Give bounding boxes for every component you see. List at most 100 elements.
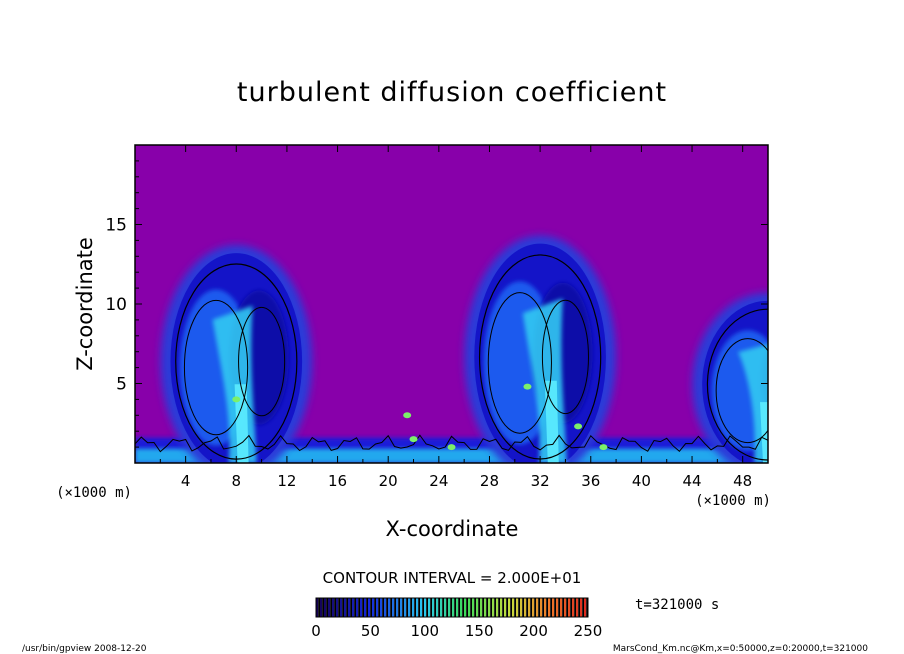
- high-value-patch: [232, 396, 241, 403]
- colorbar-separator: [558, 598, 560, 617]
- contour-line: [715, 338, 768, 444]
- colorbar-tick-label: 100: [410, 622, 439, 640]
- colorbar-swatch: [460, 598, 463, 617]
- colorbar-swatch: [536, 598, 539, 617]
- colorbar-separator: [506, 598, 508, 617]
- colorbar-swatch: [456, 598, 459, 617]
- colorbar-separator: [494, 598, 496, 617]
- plume-core-center: [760, 402, 768, 463]
- colorbar-separator: [446, 598, 448, 617]
- colorbar-separator: [526, 598, 528, 617]
- colorbar-separator: [338, 598, 340, 617]
- plume-core-center: [234, 384, 249, 463]
- colorbar-separator: [350, 598, 352, 617]
- colorbar-separator: [426, 598, 428, 617]
- colorbar-separator: [430, 598, 432, 617]
- colorbar-separator: [554, 598, 556, 617]
- colorbar-swatch: [496, 598, 499, 617]
- colorbar-separator: [486, 598, 488, 617]
- colorbar-swatch: [348, 598, 351, 617]
- colorbar: [316, 598, 588, 617]
- colorbar-swatch: [572, 598, 575, 617]
- contour-line: [541, 299, 589, 415]
- colorbar-swatch: [316, 598, 319, 617]
- x-tick-label: 20: [379, 472, 398, 490]
- colorbar-separator: [334, 598, 336, 617]
- contour-line: [135, 434, 768, 453]
- colorbar-separator: [578, 598, 580, 617]
- colorbar-separator: [414, 598, 416, 617]
- x-axis-ticks: 4 8 12 16 20 24 28 32 36 40 44 48: [159, 145, 752, 490]
- x-unit-label: (×1000 m): [695, 493, 771, 509]
- colorbar-separator: [406, 598, 408, 617]
- colorbar-separator: [398, 598, 400, 617]
- colorbar-separator: [502, 598, 504, 617]
- colorbar-ticks: 0 50 100 150 200 250: [311, 622, 602, 640]
- plume-eddy: [711, 330, 768, 451]
- colorbar-swatch: [544, 598, 547, 617]
- colorbar-separator: [462, 598, 464, 617]
- high-value-patch: [403, 412, 412, 419]
- colorbar-separator: [450, 598, 452, 617]
- colorbar-swatch: [548, 598, 551, 617]
- colorbar-separator: [470, 598, 472, 617]
- colorbar-swatch: [364, 598, 367, 617]
- colorbar-separator: [586, 598, 588, 617]
- heatmap-field: [135, 235, 768, 463]
- colorbar-separator: [542, 598, 544, 617]
- colorbar-separator: [342, 598, 344, 617]
- colorbar-swatch: [352, 598, 355, 617]
- colorbar-swatch: [356, 598, 359, 617]
- colorbar-swatch: [484, 598, 487, 617]
- x-tick-label: 48: [733, 472, 752, 490]
- colorbar-swatch: [368, 598, 371, 617]
- x-tick-label: 32: [531, 472, 550, 490]
- colorbar-tick-label: 250: [574, 622, 603, 640]
- colorbar-tick-label: 0: [311, 622, 321, 640]
- colorbar-swatch: [376, 598, 379, 617]
- colorbar-swatch: [440, 598, 443, 617]
- colorbar-swatch: [508, 598, 511, 617]
- colorbar-swatch: [392, 598, 395, 617]
- colorbar-separator: [574, 598, 576, 617]
- colorbar-separator: [402, 598, 404, 617]
- colorbar-separator: [562, 598, 564, 617]
- colorbar-separator: [490, 598, 492, 617]
- colorbar-swatch: [504, 598, 507, 617]
- chart-title: turbulent diffusion coefficient: [237, 77, 667, 108]
- contour-line: [706, 308, 768, 461]
- colorbar-separator: [318, 598, 320, 617]
- footer-left: /usr/bin/gpview 2008-12-20: [22, 644, 147, 654]
- colorbar-swatch: [420, 598, 423, 617]
- colorbar-swatch: [488, 598, 491, 617]
- y-axis-label: Z-coordinate: [73, 237, 97, 371]
- colorbar-separator: [394, 598, 396, 617]
- high-value-patch: [523, 383, 532, 390]
- colorbar-separator: [482, 598, 484, 617]
- colorbar-swatch: [384, 598, 387, 617]
- colorbar-swatch: [444, 598, 447, 617]
- high-value-patch: [599, 444, 608, 451]
- colorbar-separator: [550, 598, 552, 617]
- plume-eddy-right: [761, 347, 768, 414]
- colorbar-swatch: [552, 598, 555, 617]
- colorbar-swatch: [500, 598, 503, 617]
- time-label: t=321000 s: [635, 597, 719, 613]
- colorbar-swatch: [360, 598, 363, 617]
- colorbar-swatch: [432, 598, 435, 617]
- colorbar-swatch: [576, 598, 579, 617]
- colorbar-swatch: [412, 598, 415, 617]
- colorbar-swatch: [528, 598, 531, 617]
- colorbar-swatch: [388, 598, 391, 617]
- colorbar-swatch: [560, 598, 563, 617]
- y-tick-label: 10: [105, 295, 127, 315]
- colorbar-swatch: [448, 598, 451, 617]
- plume-core: [738, 344, 768, 463]
- colorbar-swatch: [400, 598, 403, 617]
- colorbar-swatch: [468, 598, 471, 617]
- colorbar-separator: [362, 598, 364, 617]
- colorbar-separator: [566, 598, 568, 617]
- colorbar-separator: [498, 598, 500, 617]
- colorbar-swatch: [516, 598, 519, 617]
